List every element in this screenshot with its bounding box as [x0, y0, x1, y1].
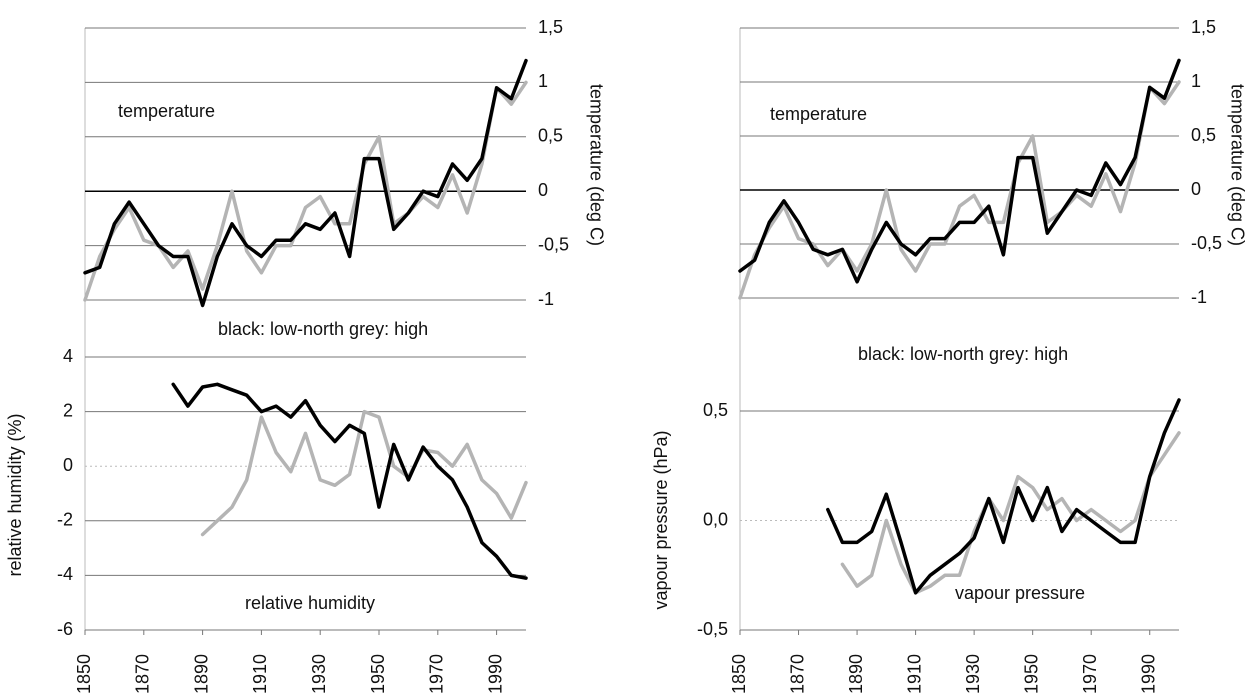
y-tick-label: 0,5	[703, 400, 728, 420]
x-tick-label: 1870	[133, 654, 153, 694]
y-tick-label: 0,0	[703, 509, 728, 529]
x-tick-label: 1950	[368, 654, 388, 694]
y-axis-title: relative humidity (%)	[5, 413, 25, 576]
y2-axis-title: temperature (deg C)	[1227, 84, 1247, 246]
y2-tick-label: -0,5	[538, 234, 569, 254]
x-tick-label: 1970	[1080, 654, 1100, 694]
y2-tick-label: 0	[1191, 179, 1201, 199]
series-line	[826, 398, 1181, 595]
annotation: temperature	[770, 104, 867, 124]
x-tick-label: 1850	[74, 654, 94, 694]
y2-tick-label: 0,5	[538, 126, 563, 146]
y-tick-label: 2	[63, 400, 73, 420]
annotation: black: low-north grey: high	[858, 344, 1068, 364]
x-tick-label: 1850	[729, 654, 749, 694]
x-tick-label: 1970	[427, 654, 447, 694]
x-tick-label: 1930	[963, 654, 983, 694]
y2-tick-label: -1	[538, 289, 554, 309]
annotation: black: low-north grey: high	[218, 319, 428, 339]
x-tick-label: 1990	[485, 654, 505, 694]
y-tick-label: 0	[63, 455, 73, 475]
x-tick-label: 1890	[846, 654, 866, 694]
y-tick-label: -6	[57, 619, 73, 639]
y2-tick-label: -0,5	[1191, 233, 1222, 253]
y2-tick-label: 0,5	[1191, 125, 1216, 145]
y-tick-label: 4	[63, 346, 73, 366]
y2-axis-title: temperature (deg C)	[586, 84, 606, 246]
series-line	[83, 58, 528, 308]
x-tick-label: 1890	[191, 654, 211, 694]
x-tick-label: 1990	[1138, 654, 1158, 694]
x-tick-label: 1870	[787, 654, 807, 694]
series-line	[200, 409, 528, 537]
y2-tick-label: 1,5	[538, 17, 563, 37]
y2-tick-label: 1,5	[1191, 17, 1216, 37]
annotation: relative humidity	[245, 593, 375, 613]
y-tick-label: -2	[57, 510, 73, 530]
series-line	[171, 382, 528, 580]
x-tick-label: 1950	[1021, 654, 1041, 694]
y-tick-label: -0,5	[697, 619, 728, 639]
x-tick-label: 1930	[309, 654, 329, 694]
series-line	[738, 80, 1181, 300]
y-tick-label: -4	[57, 564, 73, 584]
annotation: temperature	[118, 101, 215, 121]
annotation: vapour pressure	[955, 583, 1085, 603]
y-axis-title: vapour pressure (hPa)	[651, 430, 671, 609]
series-line	[840, 431, 1181, 595]
y2-tick-label: -1	[1191, 287, 1207, 307]
y2-tick-label: 0	[538, 180, 548, 200]
x-tick-label: 1910	[250, 654, 270, 694]
y2-tick-label: 1	[1191, 71, 1201, 91]
series-line	[738, 58, 1181, 284]
x-tick-label: 1910	[904, 654, 924, 694]
y2-tick-label: 1	[538, 71, 548, 91]
